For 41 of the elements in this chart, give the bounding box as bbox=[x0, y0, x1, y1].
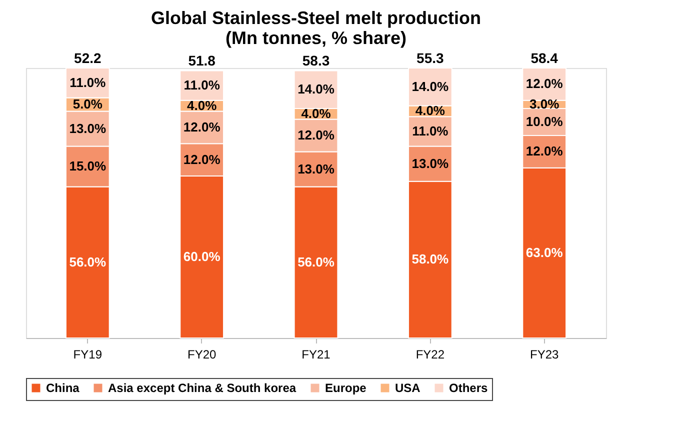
data-label: 4.0% bbox=[415, 103, 446, 118]
data-label: 13.0% bbox=[412, 156, 450, 171]
data-label: 12.0% bbox=[526, 76, 564, 92]
data-label: 60.0% bbox=[183, 249, 221, 264]
x-tick-label: FY20 bbox=[187, 348, 216, 362]
data-label: 12.0% bbox=[298, 128, 335, 142]
data-label: 10.0% bbox=[526, 114, 564, 129]
data-label: 11.0% bbox=[184, 78, 220, 93]
data-label: 5.0% bbox=[72, 96, 103, 112]
x-tick-label: FY22 bbox=[416, 348, 445, 362]
data-label: 14.0% bbox=[412, 78, 450, 94]
data-label: 56.0% bbox=[298, 254, 335, 270]
text: 52.2 bbox=[74, 50, 102, 66]
data-label: 3.0% bbox=[530, 96, 560, 112]
x-tick-label: FY23 bbox=[530, 348, 560, 362]
data-label: 56.0% bbox=[69, 254, 107, 270]
x-tick-label: FY19 bbox=[73, 348, 102, 362]
data-label: 4.0% bbox=[301, 106, 332, 121]
data-label: 12.0% bbox=[183, 152, 221, 167]
legend-label: Others bbox=[449, 381, 488, 395]
annotation: 51.8 bbox=[188, 52, 216, 69]
text: 58.4 bbox=[530, 50, 558, 66]
legend-label: China bbox=[46, 381, 80, 395]
data-label: 15.0% bbox=[69, 158, 107, 174]
legend-label: Asia except China & South korea bbox=[108, 381, 296, 395]
data-label: 11.0% bbox=[70, 74, 106, 90]
text: 55.3 bbox=[416, 50, 444, 66]
legend-label: Europe bbox=[325, 381, 367, 395]
data-label: 12.0% bbox=[526, 144, 564, 159]
x-tick-label: FY21 bbox=[302, 348, 331, 362]
data-label: 14.0% bbox=[298, 82, 335, 97]
chart-title: Global Stainless-Steel melt production (Mn tonnes, % share) bbox=[150, 8, 482, 48]
data-label: 13.0% bbox=[298, 161, 335, 176]
legend-label: USA bbox=[395, 381, 421, 395]
data-label: 12.0% bbox=[183, 119, 221, 134]
data-label: 13.0% bbox=[69, 120, 107, 136]
annotation: 58.3 bbox=[302, 52, 330, 69]
data-label: 58.0% bbox=[412, 252, 450, 267]
data-label: 4.0% bbox=[187, 98, 218, 113]
data-label: 11.0% bbox=[412, 123, 449, 138]
data-label: 63.0% bbox=[526, 244, 564, 260]
